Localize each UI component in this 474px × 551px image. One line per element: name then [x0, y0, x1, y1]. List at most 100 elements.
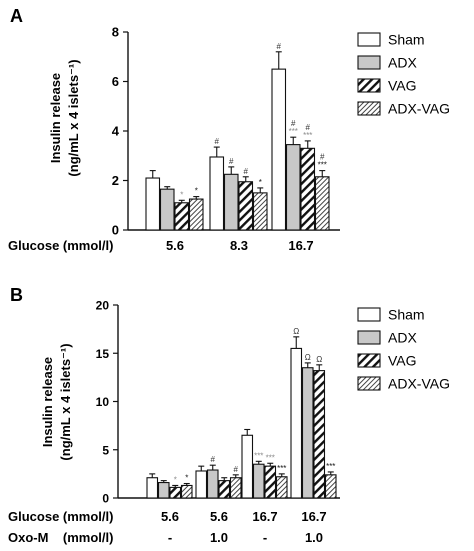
panel-a-ylabel-line1: Insulin release	[48, 73, 63, 163]
panel-a: A Insulin release (ng/mL x 4 islets⁻¹) 0…	[8, 6, 450, 253]
row-label: Glucose (mmol/l)	[8, 509, 113, 524]
y-tick-label: 20	[96, 299, 110, 313]
y-tick-label: 2	[112, 173, 119, 188]
legend-label-vag: VAG	[388, 353, 417, 369]
row-label: Glucose (mmol/l)	[8, 238, 113, 253]
panel-a-letter: A	[10, 6, 23, 26]
bar-adx	[301, 367, 314, 499]
bar-adx	[159, 188, 175, 231]
bar-adx	[206, 469, 219, 499]
bar-adx-vag	[180, 484, 193, 499]
legend-label-vag: VAG	[388, 78, 417, 94]
significance-mark: *	[185, 474, 188, 483]
category-label: 1.0	[305, 530, 323, 545]
bar-sham	[209, 156, 225, 231]
significance-mark: #	[291, 119, 296, 128]
category-label: 8.3	[230, 238, 248, 253]
bar-adx	[223, 173, 239, 231]
panel-b-ylabel-line2: (ng/mL x 4 islets⁻¹)	[58, 343, 73, 460]
bar-sham	[241, 434, 254, 499]
significance-mark: #	[229, 157, 234, 166]
significance-mark: ***	[326, 462, 335, 471]
legend-swatch-vag	[357, 78, 381, 93]
bar-sham	[271, 68, 287, 231]
bar-vag	[238, 181, 254, 231]
y-tick-label: 0	[112, 223, 119, 238]
legend-label-adx: ADX	[388, 330, 417, 346]
bar-sham	[145, 177, 161, 231]
bar-adx-vag	[275, 476, 288, 499]
bar-vag	[300, 147, 316, 231]
panel-a-ylabel-line2: (ng/mL x 4 islets⁻¹)	[66, 59, 81, 176]
legend-label-adx-vag: ADX-VAG	[388, 376, 450, 392]
category-label: 5.6	[210, 509, 228, 524]
category-label: 1.0	[210, 530, 228, 545]
legend-label-sham: Sham	[388, 307, 425, 323]
significance-mark: ***	[303, 131, 312, 140]
bar-vag	[218, 480, 231, 499]
legend-swatch-adx	[357, 55, 381, 70]
bar-vag	[174, 202, 190, 231]
significance-mark: *	[195, 187, 198, 196]
legend-label-adx: ADX	[388, 55, 417, 71]
bar-sham	[195, 470, 208, 499]
category-label: 5.6	[166, 238, 184, 253]
significance-mark: *	[259, 178, 262, 187]
category-label: 16.7	[252, 509, 277, 524]
panel-b-letter: B	[10, 285, 23, 305]
y-tick-label: 15	[96, 347, 110, 361]
bar-vag	[169, 486, 182, 499]
legend-label-adx-vag: ADX-VAG	[388, 101, 450, 117]
significance-mark: #	[306, 123, 311, 132]
bar-adx-vag	[188, 198, 204, 231]
legend-swatch-adx-vag	[357, 101, 381, 116]
significance-mark: #	[320, 153, 325, 162]
significance-mark: ***	[289, 127, 298, 136]
y-tick-label: 0	[102, 492, 109, 506]
legend-swatch-adx	[357, 330, 381, 345]
y-tick-label: 4	[112, 124, 120, 139]
significance-mark: #	[244, 167, 249, 176]
significance-mark: #	[234, 465, 239, 474]
bar-adx	[157, 482, 170, 499]
legend-swatch-vag	[357, 353, 381, 368]
bar-adx-vag	[252, 192, 268, 231]
legend-swatch-sham	[357, 32, 381, 47]
significance-mark: ***	[277, 464, 286, 473]
significance-mark: #	[211, 455, 216, 464]
row-label: Oxo-M (mmol/l)	[8, 530, 113, 545]
bar-adx	[252, 463, 265, 499]
bar-sham	[290, 347, 303, 499]
y-tick-label: 6	[112, 74, 119, 89]
category-label: -	[263, 530, 267, 545]
bar-vag	[264, 465, 277, 499]
bar-adx-vag	[324, 474, 337, 499]
significance-mark: #	[277, 42, 282, 51]
category-label: 5.6	[161, 509, 179, 524]
significance-mark: *	[180, 190, 183, 199]
bar-adx-vag	[229, 477, 242, 499]
legend-label-sham: Sham	[388, 32, 425, 48]
bar-adx-vag	[314, 176, 330, 231]
significance-mark: ***	[254, 451, 263, 460]
significance-mark: Ω	[316, 355, 322, 364]
legend-swatch-adx-vag	[357, 376, 381, 391]
significance-mark: #	[215, 137, 220, 146]
y-tick-label: 8	[112, 25, 119, 40]
panel-b-ylabel-line1: Insulin release	[40, 357, 55, 447]
panel-b: B Insulin release (ng/mL x 4 islets⁻¹) 0…	[8, 285, 450, 545]
category-label: 16.7	[301, 509, 326, 524]
significance-mark: *	[174, 475, 177, 484]
category-label: 16.7	[288, 238, 313, 253]
y-tick-label: 5	[102, 443, 109, 457]
bar-sham	[146, 477, 159, 499]
significance-mark: Ω	[293, 327, 299, 336]
category-label: -	[168, 530, 172, 545]
significance-mark: Ω	[305, 353, 311, 362]
y-tick-label: 10	[96, 395, 110, 409]
bar-vag	[313, 370, 326, 499]
bar-adx	[285, 144, 301, 231]
significance-mark: ***	[318, 161, 327, 170]
legend-swatch-sham	[357, 307, 381, 322]
